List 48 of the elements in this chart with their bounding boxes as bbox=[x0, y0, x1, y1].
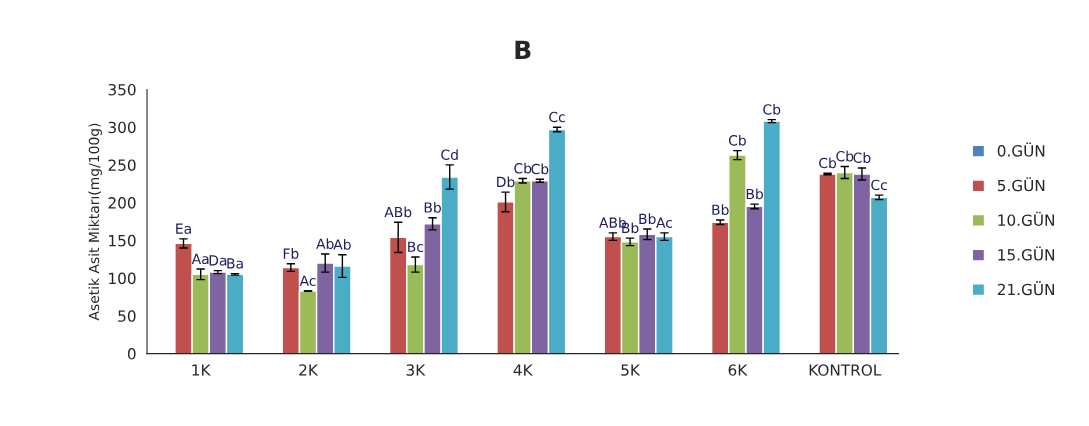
data-label: Cd bbox=[441, 149, 458, 160]
x-tick-label: KONTROL bbox=[809, 364, 882, 376]
legend-label: 5.GÜN bbox=[997, 177, 1045, 192]
y-tick-label: 350 bbox=[108, 83, 136, 96]
data-label: Cb bbox=[763, 103, 781, 115]
data-label: Cc bbox=[549, 111, 565, 123]
data-label: Aa bbox=[191, 253, 209, 265]
y-axis-title: Asetik Asit Miktarı(mg/100g) bbox=[88, 123, 102, 321]
x-tick-label: 2K bbox=[299, 364, 319, 376]
x-tick-label: 5K bbox=[621, 364, 641, 376]
x-tick-label: 4K bbox=[513, 364, 533, 376]
data-label: Fb bbox=[283, 248, 299, 259]
data-label: Ab bbox=[333, 239, 351, 250]
data-label: Bb bbox=[639, 213, 656, 225]
data-label: Ac bbox=[656, 217, 672, 228]
data-label: Bb bbox=[424, 202, 441, 213]
data-label: Ea bbox=[176, 223, 191, 234]
data-label: ABb bbox=[384, 206, 412, 218]
data-label: Cb bbox=[819, 157, 837, 169]
legend-label: 15.GÜN bbox=[998, 246, 1054, 261]
chart-title: B bbox=[515, 40, 531, 59]
data-label: Db bbox=[497, 176, 515, 188]
y-tick-label: 150 bbox=[109, 234, 136, 247]
data-label: Bb bbox=[746, 188, 763, 200]
data-label: Cb bbox=[728, 134, 746, 146]
data-label: Ab bbox=[316, 238, 334, 250]
data-label: Ac bbox=[299, 275, 316, 286]
y-tick-label: 0 bbox=[127, 348, 136, 360]
legend-label: 10.GÜN bbox=[998, 211, 1054, 226]
y-tick-label: 50 bbox=[118, 310, 136, 322]
y-tick-label: 100 bbox=[109, 272, 136, 285]
data-label: Ba bbox=[227, 258, 243, 269]
legend-label: 0.GÜN bbox=[997, 142, 1045, 157]
data-label: Bc bbox=[408, 241, 424, 253]
y-tick-label: 250 bbox=[108, 159, 136, 171]
data-label: Cc bbox=[871, 179, 887, 191]
data-label: Da bbox=[209, 255, 227, 266]
data-label: Bb bbox=[712, 204, 729, 216]
data-label: Cb bbox=[836, 150, 854, 162]
x-tick-label: 3K bbox=[406, 364, 426, 376]
y-tick-label: 200 bbox=[108, 197, 136, 209]
x-tick-label: 1K bbox=[192, 364, 211, 376]
data-label: Cb bbox=[531, 163, 549, 175]
y-tick-label: 300 bbox=[108, 121, 136, 134]
data-label: Cb bbox=[514, 162, 532, 174]
data-label: Cb bbox=[853, 152, 871, 163]
legend-label: 21.GÜN bbox=[997, 281, 1054, 296]
x-tick-label: 6K bbox=[728, 364, 748, 376]
